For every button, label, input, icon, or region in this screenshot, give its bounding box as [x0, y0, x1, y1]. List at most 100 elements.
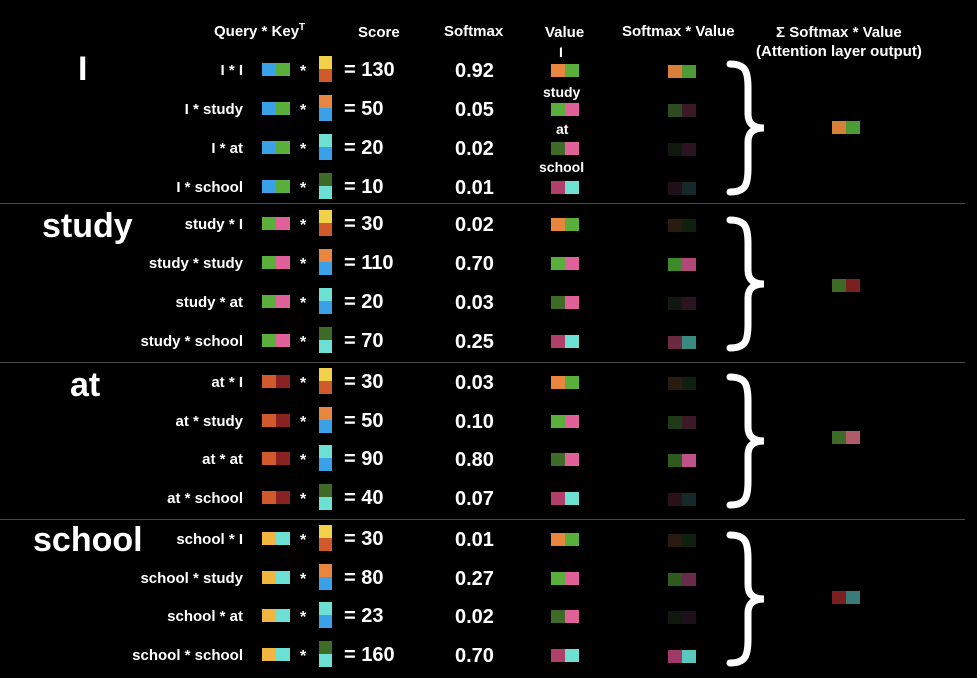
query-cell-0	[262, 102, 276, 115]
curly-brace	[726, 60, 765, 196]
key-cell-0	[319, 406, 332, 420]
multiply-sign: *	[300, 141, 307, 158]
value-vector	[551, 218, 579, 231]
value-cell-1	[565, 335, 579, 348]
softmax-value: 0.02	[455, 214, 494, 236]
query-vector	[262, 375, 290, 388]
key-cell-1	[319, 538, 332, 551]
multiply-sign: *	[300, 532, 307, 549]
softmax-value-vector	[668, 492, 696, 506]
sv-cell-0	[668, 415, 682, 429]
value-vector	[551, 103, 579, 116]
pair-label: study * study	[148, 255, 243, 272]
value-vector	[551, 142, 579, 155]
group-separator	[0, 519, 965, 520]
query-cell-0	[262, 647, 276, 661]
query-vector	[262, 334, 290, 347]
header-softmax-value: Softmax * Value	[622, 23, 735, 40]
softmax-value: 0.27	[455, 567, 494, 590]
key-cell-1	[319, 301, 332, 314]
curly-brace	[726, 216, 765, 352]
query-cell-1	[276, 141, 290, 154]
value-cell-1	[565, 142, 579, 155]
query-vector	[262, 570, 290, 584]
header-transpose-sup: T	[299, 22, 306, 33]
key-cell-1	[319, 576, 332, 590]
value-cell-0	[551, 64, 565, 77]
query-cell-1	[276, 609, 290, 622]
sv-cell-1	[682, 454, 696, 467]
softmax-value-vector	[668, 182, 696, 195]
pair-label: I * I	[220, 62, 243, 79]
header-sum-line1: Σ Softmax * Value	[776, 24, 902, 41]
sv-cell-0	[668, 611, 682, 624]
softmax-value: 0.25	[455, 331, 494, 353]
value-vector	[551, 181, 579, 194]
value-vector	[551, 257, 579, 270]
key-vector	[319, 95, 332, 121]
key-cell-1	[319, 186, 332, 199]
key-cell-0	[319, 210, 332, 223]
sv-cell-0	[668, 492, 682, 506]
score-value: = 10	[344, 176, 384, 198]
softmax-value-vector	[668, 297, 696, 310]
value-cell-0	[551, 571, 565, 585]
sv-cell-0	[668, 182, 682, 195]
key-cell-0	[319, 249, 332, 262]
sv-cell-1	[682, 572, 696, 586]
sv-cell-1	[682, 649, 696, 663]
header-sum-line2: (Attention layer output)	[756, 43, 922, 60]
query-cell-1	[276, 490, 290, 504]
value-cell-0	[551, 142, 565, 155]
key-cell-0	[319, 525, 332, 538]
multiply-sign: *	[300, 295, 307, 312]
key-cell-0	[319, 640, 332, 654]
value-vector	[551, 648, 579, 662]
attention-output-i	[832, 121, 860, 134]
key-cell-0	[319, 445, 332, 458]
header-softmax: Softmax	[444, 23, 504, 40]
key-cell-1	[319, 108, 332, 121]
output-cell-0	[832, 279, 846, 292]
softmax-value-vector	[668, 572, 696, 586]
score-value: = 20	[344, 291, 384, 313]
sv-cell-1	[682, 104, 696, 117]
softmax-value: 0.10	[455, 410, 494, 433]
value-label-2: at	[556, 121, 569, 137]
softmax-value: 0.01	[455, 177, 494, 199]
value-vector	[551, 335, 579, 348]
query-vector	[262, 102, 290, 115]
key-vector	[319, 249, 332, 275]
softmax-value: 0.80	[455, 449, 494, 471]
value-vector	[551, 64, 579, 77]
query-cell-1	[276, 180, 290, 193]
score-value: = 23	[344, 605, 384, 627]
pair-label: at * study	[175, 412, 243, 430]
value-cell-1	[565, 533, 579, 546]
sv-cell-1	[682, 258, 696, 271]
query-cell-1	[276, 570, 290, 584]
group-separator	[0, 362, 965, 363]
value-vector	[551, 491, 579, 505]
value-cell-0	[551, 533, 565, 546]
key-cell-1	[319, 458, 332, 471]
query-cell-1	[276, 63, 290, 76]
pair-label: I * study	[184, 101, 243, 118]
value-cell-0	[551, 610, 565, 623]
value-cell-0	[551, 181, 565, 194]
query-cell-0	[262, 490, 276, 504]
sv-cell-0	[668, 336, 682, 349]
output-cell-1	[846, 279, 860, 292]
score-value: = 20	[344, 137, 384, 159]
softmax-value-vector	[668, 143, 696, 156]
query-vector	[262, 217, 290, 230]
softmax-value: 0.92	[455, 60, 494, 82]
key-vector	[319, 406, 332, 433]
output-cell-0	[832, 591, 846, 604]
query-vector	[262, 647, 290, 661]
key-vector	[319, 327, 332, 353]
value-vector	[551, 453, 579, 466]
softmax-value: 0.07	[455, 487, 494, 510]
word-study: study	[42, 207, 133, 245]
softmax-value-vector	[668, 377, 696, 390]
